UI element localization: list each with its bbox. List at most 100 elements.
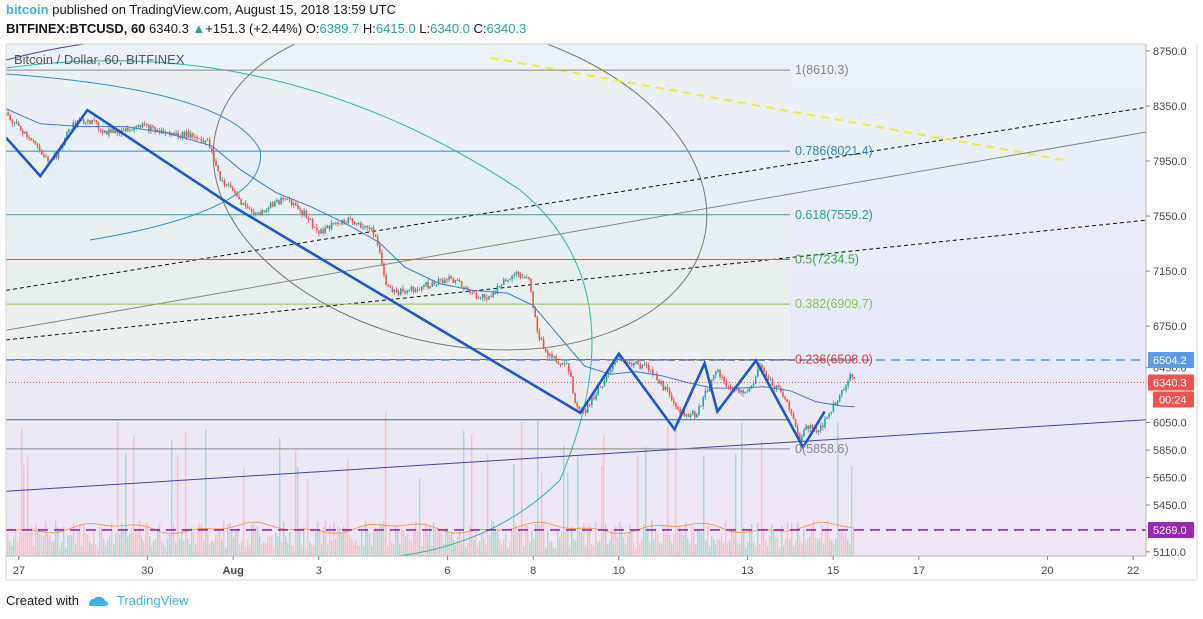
volume-bar (359, 546, 361, 556)
candle-body (549, 354, 551, 356)
fib-band (6, 70, 790, 152)
candle-body (45, 156, 47, 158)
volume-bar (469, 525, 471, 556)
author-name[interactable]: bitcoin (6, 2, 49, 17)
volume-bar (719, 540, 721, 556)
support-price-tag (1148, 521, 1194, 538)
volume-bar (197, 526, 199, 556)
volume-bar (85, 534, 87, 556)
volume-bar (471, 434, 473, 556)
volume-bar (285, 536, 287, 556)
volume-bar (675, 429, 677, 556)
candle-body (649, 369, 652, 371)
volume-bar (89, 541, 91, 556)
volume-bar (807, 538, 809, 556)
candle-body (200, 138, 203, 141)
volume-bar (45, 521, 47, 556)
volume-bar (771, 524, 773, 556)
volume-bar (373, 529, 375, 556)
volume-bar (239, 544, 241, 556)
tradingview-link[interactable]: TradingView (116, 593, 189, 608)
candle-body (280, 198, 282, 205)
volume-bar (805, 541, 807, 556)
volume-bar (689, 543, 691, 556)
candle-body (538, 331, 541, 340)
volume-bar (383, 520, 385, 556)
candle-body (685, 414, 688, 417)
candle-body (267, 207, 270, 211)
candle-body (68, 129, 70, 132)
volume-bar (51, 541, 53, 556)
volume-bar (683, 535, 685, 556)
volume-bar (191, 527, 193, 556)
volume-bar (35, 523, 37, 556)
candle-body (641, 365, 644, 369)
volume-bar (199, 523, 201, 556)
volume-bar (571, 526, 573, 556)
candle-body (696, 414, 698, 418)
candle-body (593, 397, 595, 400)
volume-bar (453, 539, 455, 556)
candle-body (330, 222, 333, 230)
volume-bar (607, 543, 609, 556)
volume-bar (215, 534, 217, 556)
volume-bar (541, 472, 543, 556)
candle-body (143, 123, 146, 125)
volume-bar (41, 535, 43, 556)
volume-bar (257, 526, 259, 556)
volume-bar (631, 531, 633, 556)
candle-body (91, 119, 93, 124)
candle-body (166, 131, 169, 133)
volume-bar (217, 534, 219, 556)
candle-body (223, 180, 226, 185)
volume-bar (401, 529, 403, 556)
volume-bar (437, 526, 439, 556)
candle-body (274, 201, 276, 207)
fib-band (6, 259, 790, 305)
volume-bar (79, 524, 81, 556)
candle-body (841, 389, 843, 395)
candle-body (454, 279, 457, 283)
volume-bar (849, 544, 851, 556)
candle-body (815, 429, 818, 432)
volume-bar (583, 523, 585, 556)
volume-bar (681, 532, 683, 556)
candle-body (368, 227, 371, 230)
volume-bar (481, 532, 483, 556)
volume-bar (319, 529, 321, 556)
y-tick-label: 7550.0 (1153, 211, 1187, 223)
volume-bar (367, 530, 369, 556)
candle-body (372, 227, 375, 235)
volume-bar (525, 523, 527, 556)
candle-body (521, 276, 524, 278)
candle-body (509, 279, 511, 280)
volume-bar (457, 536, 459, 556)
candle-body (746, 391, 749, 393)
candle-body (43, 154, 45, 157)
volume-bar (757, 522, 759, 556)
candle-body (721, 376, 723, 378)
volume-bar (709, 546, 711, 556)
volume-bar (235, 531, 237, 556)
candle-body (187, 131, 190, 138)
candle-body (387, 284, 389, 286)
volume-bar (295, 450, 297, 556)
candle-body (221, 180, 224, 182)
volume-bar (355, 540, 357, 556)
candle-body (465, 287, 467, 289)
volume-bar (303, 527, 305, 556)
volume-bar (47, 534, 49, 556)
volume-bar (841, 531, 843, 556)
volume-bar (39, 529, 41, 556)
volume-bar (489, 534, 491, 556)
volume-bar (435, 529, 437, 556)
volume-bar (127, 537, 129, 556)
candle-body (473, 292, 476, 294)
candle-body (576, 403, 578, 407)
candle-body (286, 198, 289, 200)
candle-body (358, 223, 360, 224)
candle-body (463, 286, 465, 288)
candle-body (194, 136, 196, 138)
candle-body (416, 289, 419, 291)
